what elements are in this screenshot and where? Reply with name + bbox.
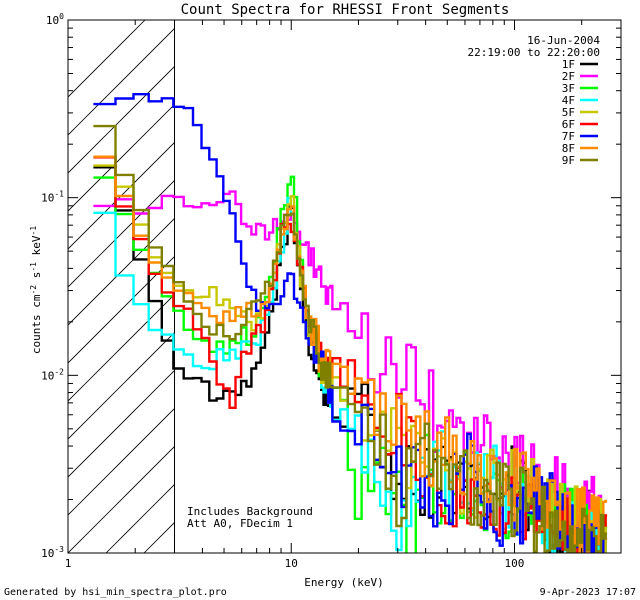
series-9f — [93, 124, 608, 553]
chart-title: Count Spectra for RHESSI Front Segments — [181, 2, 510, 18]
legend-label-8f: 8F — [562, 142, 575, 155]
plot-frame — [67, 19, 622, 554]
hatch-line — [68, 27, 175, 136]
legend-label-2f: 2F — [562, 70, 575, 83]
time-range-label: 22:19:00 to 22:20:00 — [468, 46, 600, 59]
axis-ticks: 1 10 100 100 10-1 10-2 10-3 — [41, 12, 622, 570]
legend-label-1f: 1F — [562, 58, 575, 71]
generated-by: Generated by hsi_min_spectra_plot.pro — [4, 587, 227, 598]
legend-label-6f: 6F — [562, 118, 575, 131]
y-tick-label: 100 — [46, 12, 64, 27]
x-tick-label: 1 — [65, 557, 72, 570]
x-axis-label: Energy (keV) — [304, 576, 383, 589]
hatch-line — [68, 65, 175, 174]
series-7f — [93, 93, 605, 553]
date-label: 16-Jun-2004 — [527, 34, 600, 47]
y-tick-label: 10-1 — [41, 190, 64, 205]
y-tick-label: 10-2 — [41, 367, 64, 382]
y-axis-label: counts cm-2 s-1 keV-1 — [29, 226, 43, 354]
legend-label-4f: 4F — [562, 94, 575, 107]
hatch-line — [68, 369, 175, 478]
annotation-background: Includes Background — [187, 505, 313, 518]
series-layer — [93, 93, 608, 553]
legend-label-3f: 3F — [562, 82, 575, 95]
x-tick-label: 100 — [505, 557, 525, 570]
legend-label-7f: 7F — [562, 130, 575, 143]
hatch-line — [68, 217, 175, 326]
hatch-line — [68, 407, 175, 516]
annotation-attenuator: Att A0, FDecim 1 — [187, 517, 293, 530]
footer-datetime: 9-Apr-2023 17:07 — [540, 587, 636, 598]
y-tick-label: 10-3 — [41, 545, 64, 560]
hatch-line — [68, 255, 175, 364]
hatch-line — [68, 103, 175, 212]
x-tick-label: 10 — [285, 557, 298, 570]
legend-label-5f: 5F — [562, 106, 575, 119]
legend-label-9f: 9F — [562, 154, 575, 167]
hatch-line — [68, 445, 175, 553]
